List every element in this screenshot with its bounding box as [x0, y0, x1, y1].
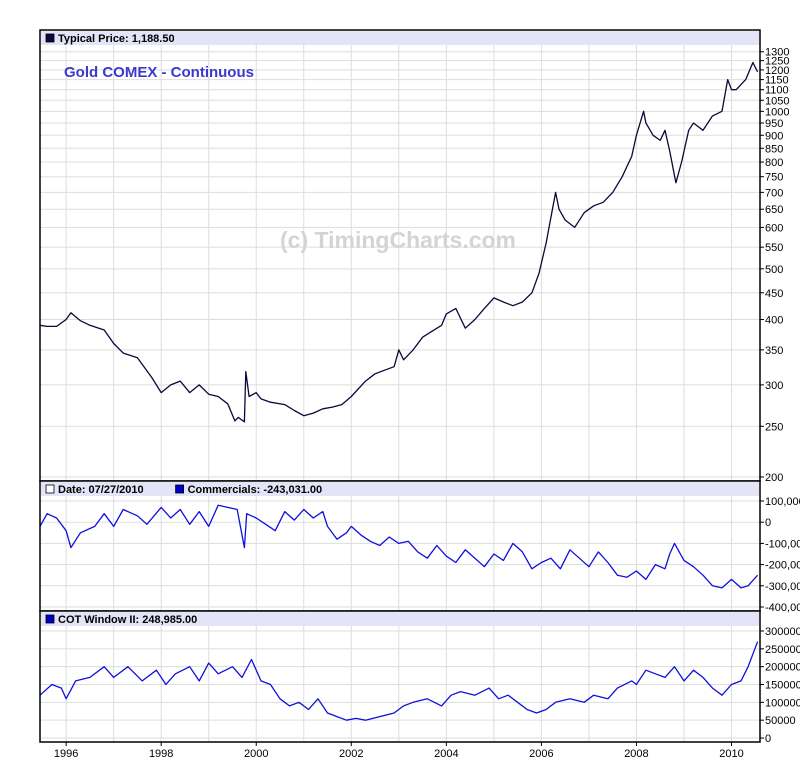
legend-swatch [45, 614, 55, 624]
commercials-legend-bar [41, 482, 759, 496]
y-tick-label: 1200 [765, 65, 789, 77]
y-tick-label: 250000 [765, 644, 800, 656]
commercials-plot-area [40, 481, 760, 611]
price-legend: Typical Price: 1,188.50 [45, 33, 175, 45]
x-tick-label: 2000 [244, 748, 268, 760]
series-line [39, 61, 759, 423]
y-tick-label: 1150 [765, 75, 789, 87]
commercials-panel: Date: 07/27/2010 Commercials: -243,031.00… [39, 480, 800, 614]
chart-title: Gold COMEX - Continuous [64, 64, 254, 81]
series-line [39, 641, 759, 721]
x-tick-label: 2008 [624, 748, 648, 760]
commercials-y-axis: 100,000 0 -100,000 -200,000 -300,000 -400,000 [760, 496, 800, 614]
series-line [39, 504, 759, 589]
y-tick-label: 200000 [765, 662, 800, 674]
y-tick-label: 650 [765, 204, 783, 216]
y-tick-label: 600 [765, 222, 783, 234]
cot-window-panel-frame [39, 610, 761, 743]
price-y-axis: 200 250 300 350 400 450 500 550 600 650 700 750 800 8… [760, 47, 789, 484]
y-tick-label: -400,000 [765, 602, 800, 614]
cot-window-legend-bar [41, 612, 759, 626]
legend-label: Date: 07/27/2010 [58, 484, 144, 496]
commercials-legend: Date: 07/27/2010 Commercials: -243,031.00 [45, 484, 323, 496]
legend-swatch [175, 484, 185, 494]
y-tick-label: 1100 [765, 85, 789, 97]
y-tick-label: 500 [765, 264, 783, 276]
y-tick-label: 750 [765, 172, 783, 184]
y-tick-label: 1050 [765, 95, 789, 107]
y-tick-label: 50000 [765, 715, 796, 727]
y-tick-label: 350 [765, 345, 783, 357]
commercials-series [39, 504, 759, 589]
legend-swatch [45, 33, 55, 43]
x-tick-label: 2004 [434, 748, 458, 760]
y-tick-label: 100,000 [765, 496, 800, 508]
cot-window-legend: COT Window II: 248,985.00 [45, 614, 197, 626]
cot-window-series [39, 641, 759, 721]
legend-label: Typical Price: 1,188.50 [58, 33, 175, 45]
price-legend-bar [41, 31, 759, 45]
y-tick-label: 150000 [765, 680, 800, 692]
x-tick-label: 2010 [719, 748, 743, 760]
y-tick-label: 900 [765, 130, 783, 142]
watermark-text: (c) TimingCharts.com [280, 227, 516, 253]
legend-label: COT Window II: 248,985.00 [58, 614, 197, 626]
y-tick-label: 800 [765, 157, 783, 169]
y-tick-label: 550 [765, 242, 783, 254]
cot-window-y-axis: 0 50000 100000 150000 200000 250000 300000 [760, 626, 800, 745]
y-tick-label: 250 [765, 421, 783, 433]
y-tick-label: -300,000 [765, 581, 800, 593]
x-tick-label: 1996 [54, 748, 78, 760]
y-tick-label: 0 [765, 733, 771, 745]
y-tick-label: 300000 [765, 626, 800, 638]
price-plot-area [40, 30, 760, 481]
x-axis: 1996 1998 2000 2002 2004 2006 2008 2010 [54, 742, 744, 760]
y-tick-label: -200,000 [765, 560, 800, 572]
y-tick-label: 950 [765, 118, 783, 130]
y-tick-label: 850 [765, 143, 783, 155]
cot-window-panel: COT Window II: 248,985.00 0 50000 100000 15… [39, 610, 800, 745]
y-tick-label: 0 [765, 517, 771, 529]
x-tick-label: 2006 [529, 748, 553, 760]
cot-window-grid [40, 626, 760, 742]
y-tick-label: 1000 [765, 106, 789, 118]
y-tick-label: 700 [765, 187, 783, 199]
legend-swatch [45, 484, 55, 494]
price-series [39, 61, 759, 423]
y-tick-label: 300 [765, 380, 783, 392]
price-panel: Typical Price: 1,188.50 (c) TimingCharts… [39, 29, 789, 484]
y-tick-label: 100000 [765, 697, 800, 709]
y-tick-label: 1300 [765, 47, 789, 59]
y-tick-label: 200 [765, 472, 783, 484]
commercials-grid [40, 496, 760, 611]
legend-label: Commercials: -243,031.00 [188, 484, 323, 496]
x-tick-label: 2002 [339, 748, 363, 760]
y-tick-label: 450 [765, 288, 783, 300]
y-tick-label: -100,000 [765, 538, 800, 550]
y-tick-label: 400 [765, 315, 783, 327]
price-grid [40, 45, 760, 481]
x-tick-label: 1998 [149, 748, 173, 760]
y-tick-label: 1250 [765, 56, 789, 68]
